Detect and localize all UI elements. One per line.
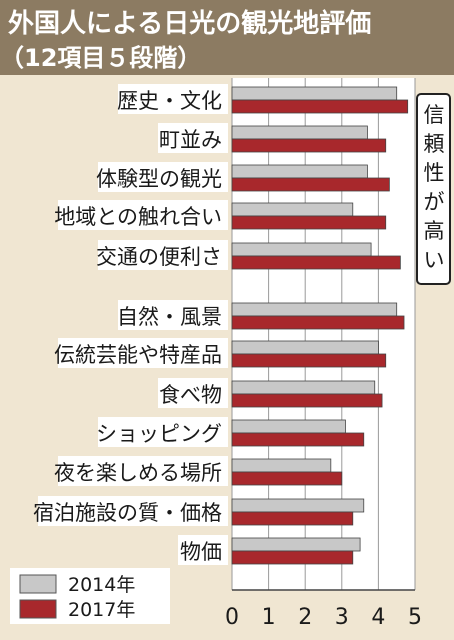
annotation-char: 頼 [424,132,445,156]
annotation-char: い [424,248,445,272]
category-label-background [178,535,228,565]
bar-2014 [231,419,346,434]
annotation-text: 信頼性が高い [424,103,445,272]
category-label-background [58,200,228,230]
category-label: 歴史・文化 [117,89,222,113]
annotation-box [416,93,451,285]
header-band [0,0,454,75]
bar-2014 [231,537,361,552]
category-label-background [118,300,228,330]
legend-label-2017: 2017年 [68,599,135,621]
category-label: 地域との触れ合い [54,205,222,229]
bar-2014 [231,302,398,317]
category-label-background [58,456,228,486]
bar-2014 [231,340,379,355]
annotation-char: が [424,190,445,214]
category-label: 体験型の観光 [96,167,222,191]
bar-2017 [231,353,387,368]
bar-2017 [231,215,387,230]
bar-2017 [231,315,405,330]
plot-area: 0 1 2 3 4 5 歴史・文化町並み体験型の観光地域との触れ合い交通の便利さ自然・風景伝… [33,78,422,630]
legend-swatch-2017 [19,599,57,619]
legend: 2014年 2017年 [10,568,170,624]
x-tick-label: 5 [408,605,422,630]
bar-2017 [231,99,409,114]
bar-2017 [231,471,343,486]
bar-2017 [231,393,383,408]
x-tick-label: 0 [225,605,239,630]
legend-swatch-2014 [19,574,57,594]
bar-2017 [231,511,354,526]
bar-2014 [231,164,368,179]
x-tick-label: 2 [298,605,312,630]
x-tick-label: 4 [371,605,385,630]
annotation: 信頼性が高い [416,93,451,285]
category-label: 自然・風景 [117,305,222,329]
bar-2017 [231,550,354,565]
category-label: 物価 [180,540,222,564]
bar-2014 [231,125,368,140]
category-label: 伝統芸能や特産品 [54,343,222,367]
category-label-background [158,123,228,153]
category-label: 宿泊施設の質・価格 [33,501,222,525]
bar-2014 [231,380,376,395]
bar-2014 [231,202,354,217]
bar-2014 [231,242,372,257]
category-label-background [98,417,228,447]
category-label-background [98,240,228,270]
category-label-background [118,84,228,114]
legend-label-2014: 2014年 [68,574,135,596]
category-label: ショッピング [96,422,222,446]
category-label: 町並み [159,128,222,152]
bar-2017 [231,432,365,447]
chart-subtitle: （12項目５段階） [0,44,201,72]
category-label-background [58,338,228,368]
chart-title: 外国人による日光の観光地評価 [8,8,371,39]
bar-2017 [231,138,387,153]
bar-2017 [231,255,401,270]
category-label: 夜を楽しめる場所 [54,461,222,485]
bar-2014 [231,498,365,513]
bar-2014 [231,458,332,473]
category-label-background [158,378,228,408]
bar-2017 [231,177,390,192]
category-label-background [98,162,228,192]
x-tick-label: 3 [335,605,349,630]
category-label-background [38,496,228,526]
category-label: 食べ物 [159,383,222,407]
annotation-char: 信 [424,103,445,127]
x-tick-label: 1 [262,605,276,630]
bar-2014 [231,86,398,101]
category-label: 交通の便利さ [96,245,222,269]
annotation-char: 性 [424,161,445,185]
annotation-char: 高 [424,219,445,243]
